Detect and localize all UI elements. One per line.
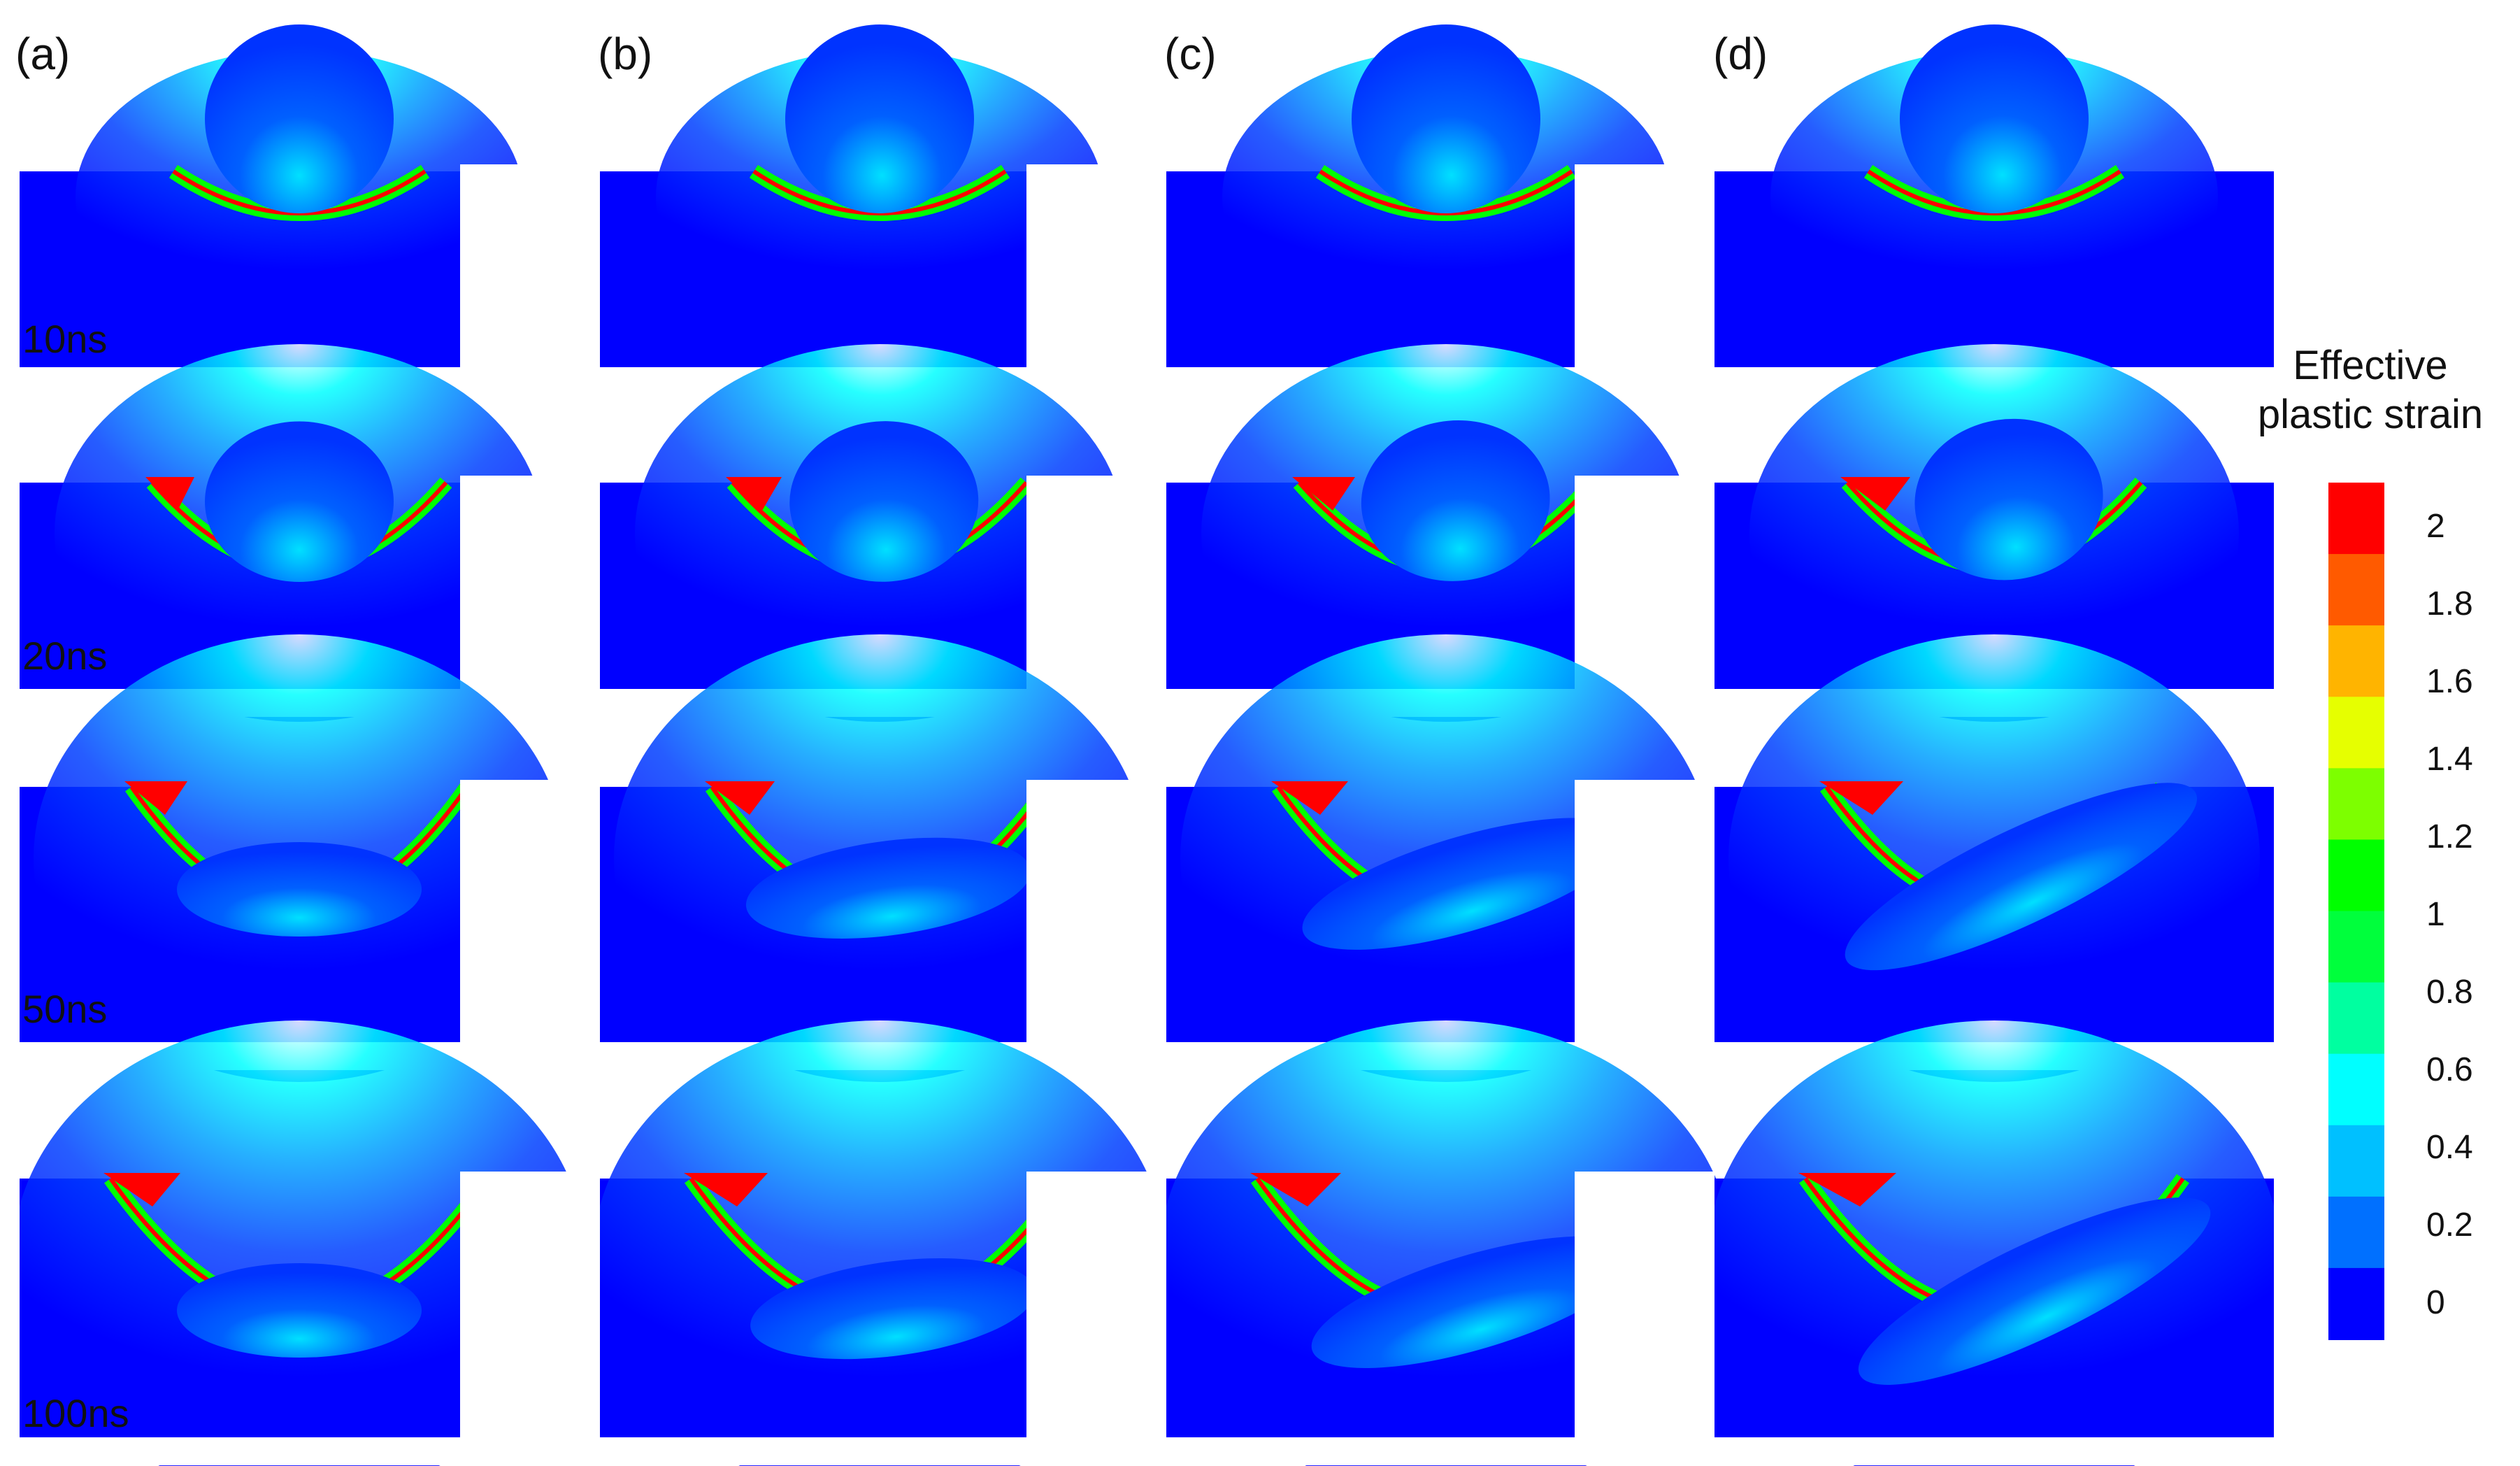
column-label-a: (a)	[15, 29, 71, 79]
column-label-d: (d)	[1713, 29, 1768, 79]
strain-halo	[593, 1020, 1166, 1466]
jet-left	[1292, 477, 1355, 511]
legend-tick-0-8: 0.8	[2426, 974, 2473, 1011]
jet-left	[103, 1173, 180, 1207]
legend-swatch	[2328, 697, 2384, 769]
particle	[785, 24, 974, 213]
particle	[1302, 818, 1627, 950]
legend-tick-2: 2	[2426, 508, 2445, 545]
legend-tick-1: 1	[2426, 896, 2445, 933]
legend-tick-0-6: 0.6	[2426, 1051, 2473, 1088]
legend-swatch	[2328, 1267, 2384, 1340]
legend-swatch	[2328, 768, 2384, 841]
legend-swatch	[2328, 839, 2384, 912]
column-label-c: (c)	[1164, 29, 1217, 79]
particle	[1361, 420, 1550, 581]
legend-title-line2: plastic strain	[2257, 392, 2484, 437]
legend-title-line1: Effective	[2293, 343, 2448, 388]
jet-left	[124, 781, 187, 815]
jet-left	[1271, 781, 1348, 815]
legend-swatch	[2328, 1053, 2384, 1126]
jet-left	[684, 1173, 768, 1207]
time-label-10ns: 10ns	[22, 317, 108, 361]
legend-tick-0-2: 0.2	[2426, 1207, 2473, 1244]
legend-tick-1-6: 1.6	[2426, 663, 2473, 700]
particle	[205, 421, 394, 582]
legend-tick-1-4: 1.4	[2426, 741, 2473, 778]
particle	[745, 837, 1031, 939]
legend-colorbar	[2328, 483, 2384, 1340]
legend-swatch	[2328, 1196, 2384, 1269]
particle	[1352, 24, 1540, 213]
particle	[1845, 783, 2198, 971]
particle	[1858, 1197, 2211, 1385]
particle	[789, 421, 979, 582]
jet-left	[705, 781, 775, 815]
legend-tick-1-8: 1.8	[2426, 585, 2473, 622]
time-label-20ns: 20ns	[22, 634, 108, 678]
column-label-b: (b)	[598, 29, 653, 79]
particle	[1311, 1236, 1636, 1368]
panel-r1-c4	[1575, 24, 2414, 395]
panel-r4-c4	[1575, 1020, 2414, 1466]
legend-tick-0: 0	[2426, 1284, 2445, 1321]
jet-left	[726, 477, 782, 511]
particle	[177, 1263, 422, 1358]
time-label-50ns: 50ns	[22, 987, 108, 1031]
legend-swatch	[2328, 982, 2384, 1055]
particle	[205, 24, 394, 213]
legend-title: Effective plastic strain	[2224, 341, 2517, 439]
panel-r2-c2	[460, 344, 1299, 722]
legend-swatch	[2328, 1125, 2384, 1197]
strain-halo	[13, 1020, 586, 1466]
particle	[177, 842, 422, 937]
particle	[750, 1258, 1036, 1360]
legend-swatch	[2328, 554, 2384, 627]
strain-halo	[1708, 1020, 2281, 1466]
time-label-100ns: 100ns	[22, 1391, 129, 1435]
legend-tick-1-2: 1.2	[2426, 818, 2473, 855]
legend-swatch	[2328, 483, 2384, 555]
jet-left	[145, 477, 194, 511]
jet-left	[1798, 1173, 1896, 1207]
legend-swatch	[2328, 911, 2384, 983]
legend-swatch	[2328, 625, 2384, 698]
jet-left	[1819, 781, 1903, 815]
jet-left	[1250, 1173, 1341, 1207]
jet-left	[1840, 477, 1910, 511]
particle	[1900, 24, 2089, 213]
particle	[1914, 418, 2103, 581]
legend-tick-0-4: 0.4	[2426, 1129, 2473, 1166]
